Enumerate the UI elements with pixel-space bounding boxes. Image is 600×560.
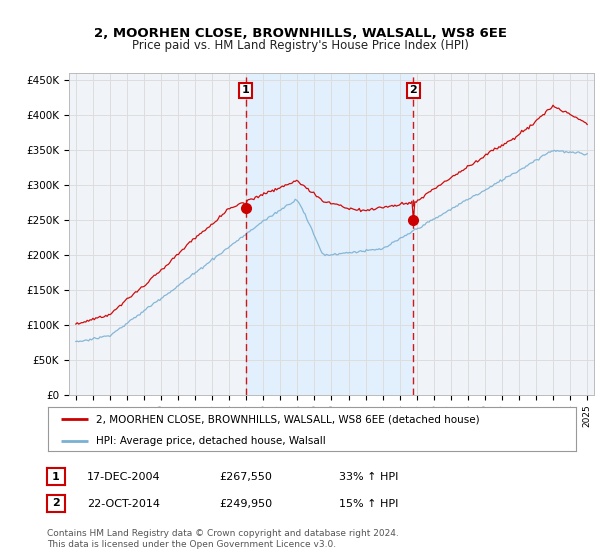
Text: 15% ↑ HPI: 15% ↑ HPI xyxy=(339,499,398,509)
Text: 33% ↑ HPI: 33% ↑ HPI xyxy=(339,472,398,482)
Text: 2, MOORHEN CLOSE, BROWNHILLS, WALSALL, WS8 6EE: 2, MOORHEN CLOSE, BROWNHILLS, WALSALL, W… xyxy=(94,27,506,40)
Text: 17-DEC-2004: 17-DEC-2004 xyxy=(87,472,161,482)
Bar xyxy=(245,73,413,395)
Text: 2: 2 xyxy=(410,85,418,95)
Text: 22-OCT-2014: 22-OCT-2014 xyxy=(87,499,160,509)
Text: £249,950: £249,950 xyxy=(219,499,272,509)
Text: Price paid vs. HM Land Registry's House Price Index (HPI): Price paid vs. HM Land Registry's House … xyxy=(131,39,469,53)
Text: Contains HM Land Registry data © Crown copyright and database right 2024.
This d: Contains HM Land Registry data © Crown c… xyxy=(47,529,398,549)
Text: £267,550: £267,550 xyxy=(219,472,272,482)
Text: HPI: Average price, detached house, Walsall: HPI: Average price, detached house, Wals… xyxy=(95,436,325,446)
Text: 1: 1 xyxy=(242,85,250,95)
Text: 1: 1 xyxy=(52,472,59,482)
Text: 2: 2 xyxy=(52,498,59,508)
Text: 2, MOORHEN CLOSE, BROWNHILLS, WALSALL, WS8 6EE (detached house): 2, MOORHEN CLOSE, BROWNHILLS, WALSALL, W… xyxy=(95,414,479,424)
